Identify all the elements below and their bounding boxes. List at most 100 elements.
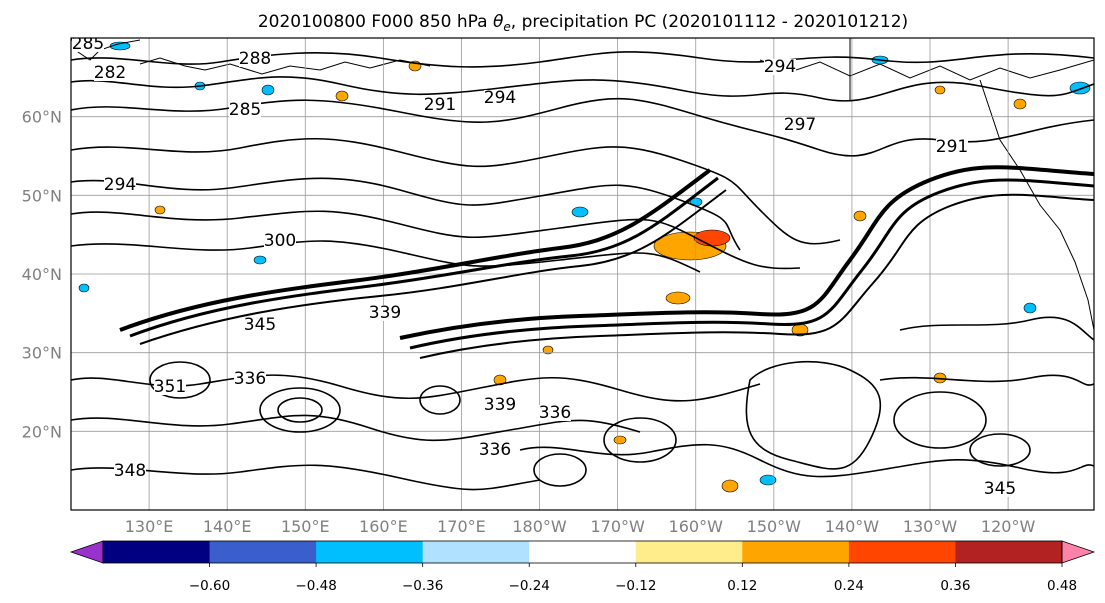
- contour-label: 294: [484, 88, 516, 108]
- precip-shading-patch: [253, 255, 267, 265]
- longitude-label: 130°E: [125, 517, 174, 536]
- contour-label-background: [239, 51, 271, 67]
- contour-label: 339: [369, 303, 401, 323]
- contour-label-background: [234, 371, 266, 387]
- theta-e-contours: [71, 51, 1094, 491]
- contour-label: 291: [424, 95, 456, 115]
- colorbar-segment: [422, 541, 530, 563]
- contour-label-background: [229, 102, 261, 118]
- longitude-label: 180°W: [512, 517, 567, 536]
- colorbar-tick-label: −0.36: [402, 578, 443, 594]
- figure-title: 2020100800 F000 850 hPa θe, precipitatio…: [258, 12, 908, 34]
- contour-label-background: [244, 317, 276, 333]
- contour-labels: 285 282 285 288 291 294 294 297 291 294 300 345 339 3…: [72, 34, 1016, 499]
- colorbar-extend-high: [1061, 540, 1096, 564]
- contour-label-background: [479, 442, 511, 458]
- longitude-label: 170°W: [590, 517, 645, 536]
- latitude-label: 50°N: [22, 186, 62, 205]
- longitude-labels: 130°E 140°E 150°E 160°E 170°E 180°W 170°W 160°W…: [125, 517, 1036, 536]
- contour-label-background: [104, 177, 136, 193]
- precip-shading-patch: [759, 474, 777, 486]
- colorbar-extend-low: [69, 540, 104, 564]
- contour-label: 294: [104, 175, 136, 195]
- latitude-label: 20°N: [22, 422, 62, 441]
- contour-label: 345: [244, 315, 276, 335]
- longitude-label: 140°W: [825, 517, 880, 536]
- contour-label: 285: [72, 34, 104, 54]
- contour-label: 291: [936, 137, 968, 157]
- colorbar: [69, 540, 1096, 564]
- colorbar-tick-label: 0.24: [834, 578, 864, 594]
- contour-label: 336: [234, 369, 266, 389]
- precip-shading-patch: [154, 205, 166, 215]
- colorbar-segment: [103, 541, 211, 563]
- contour-label-background: [369, 305, 401, 321]
- latitude-label: 30°N: [22, 344, 62, 363]
- precip-shading-patch: [493, 374, 507, 386]
- contour-label-background: [154, 379, 186, 395]
- contour-label-background: [484, 90, 516, 106]
- colorbar-segment: [209, 541, 317, 563]
- contour-label-background: [484, 397, 516, 413]
- contour-label-background: [936, 139, 968, 155]
- longitude-label: 160°E: [359, 517, 408, 536]
- contour-label-background: [764, 59, 796, 75]
- colorbar-tick-label: −0.60: [189, 578, 230, 594]
- precip-shading-patch: [853, 210, 867, 222]
- contour-label-background: [784, 117, 816, 133]
- precip-shading-patch: [1023, 302, 1037, 314]
- precip-shading-patch: [613, 435, 627, 445]
- precip-shading-patch: [934, 85, 946, 95]
- contour-label: 285: [229, 100, 261, 120]
- colorbar-tick-label: 0.48: [1047, 578, 1077, 594]
- precip-shading-patch: [335, 90, 349, 102]
- colorbar-segment: [635, 541, 743, 563]
- precip-shading-patch: [721, 479, 739, 493]
- longitude-label: 130°W: [903, 517, 958, 536]
- contour-label-background: [72, 38, 104, 52]
- contour-label-background: [424, 97, 456, 113]
- contour-label: 351: [154, 377, 186, 397]
- contour-label: 288: [239, 49, 271, 69]
- contour-label: 336: [539, 403, 571, 423]
- contour-label-background: [94, 65, 126, 81]
- colorbar-tick-label: −0.12: [615, 578, 656, 594]
- colorbar-segment: [316, 541, 424, 563]
- colorbar-tick-label: −0.24: [509, 578, 550, 594]
- longitude-label: 170°E: [437, 517, 486, 536]
- precip-shading-patch: [1013, 98, 1027, 110]
- contour-label: 294: [764, 57, 796, 77]
- precip-shading-patch: [542, 345, 554, 355]
- colorbar-segment: [955, 541, 1063, 563]
- precip-shading-patch: [665, 291, 691, 305]
- map-frame: [70, 37, 1095, 511]
- colorbar-outline: [102, 540, 1063, 564]
- contour-label-background: [114, 463, 146, 479]
- contour-label: 297: [784, 115, 816, 135]
- contour-label-background: [264, 233, 296, 249]
- map-panel: 285 282 285 288 291 294 294 297 291 294 300 345 339 3…: [71, 34, 1094, 510]
- colorbar-segment: [848, 541, 956, 563]
- precip-shading-patch: [261, 84, 275, 96]
- contour-label: 282: [94, 63, 126, 83]
- contour-label: 336: [479, 440, 511, 460]
- contour-label-background: [984, 481, 1016, 497]
- latitude-label: 40°N: [22, 265, 62, 284]
- precip-shading-patch: [571, 206, 589, 218]
- longitude-label: 150°E: [281, 517, 330, 536]
- longitude-label: 120°W: [981, 517, 1036, 536]
- colorbar-tick-label: 0.36: [940, 578, 970, 594]
- colorbar-tick-label: 0.12: [727, 578, 757, 594]
- longitude-label: 140°E: [203, 517, 252, 536]
- precip-shading-patch: [109, 41, 131, 51]
- longitude-label: 150°W: [747, 517, 802, 536]
- contour-label-background: [539, 405, 571, 421]
- contour-label: 348: [114, 461, 146, 481]
- latitude-label: 60°N: [22, 108, 62, 127]
- colorbar-tick-label: −0.48: [295, 578, 336, 594]
- contour-label: 339: [484, 395, 516, 415]
- precip-shading-patch: [78, 283, 90, 293]
- colorbar-segment: [529, 541, 637, 563]
- colorbar-segment: [742, 541, 850, 563]
